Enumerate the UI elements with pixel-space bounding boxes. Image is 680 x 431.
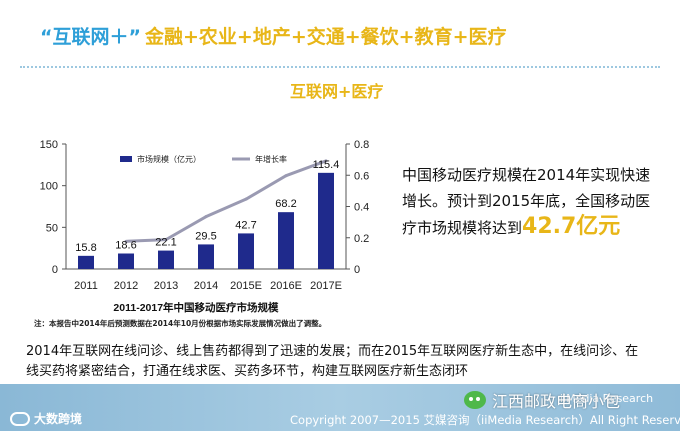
footer-copyright: Copyright 2007—2015 艾媒咨询（iiMedia Researc…	[290, 413, 680, 427]
footer-bar	[0, 384, 680, 431]
data-label: 42.7	[235, 219, 256, 231]
left-tick-label: 50	[46, 222, 58, 234]
section-subtitle: 互联网+医疗	[290, 82, 384, 101]
bar	[78, 255, 94, 269]
growth-rate-point	[204, 215, 208, 219]
page-header: “互联网＋” 金融+农业+地产+交通+餐饮+教育+医疗	[40, 22, 507, 49]
right-tick-label: 0.8	[354, 139, 369, 151]
left-tick-label: 150	[40, 139, 58, 151]
data-label: 115.4	[313, 159, 340, 171]
wechat-icon	[464, 391, 486, 409]
watermark: 江西邮政电商小包	[464, 388, 620, 412]
footer-logo: 大数跨境	[10, 410, 82, 427]
data-label: 18.6	[115, 240, 136, 252]
body-paragraph: 2014年互联网在线问诊、线上售药都得到了迅速的发展；而在2015年互联网医疗新…	[26, 344, 639, 379]
header-quoted-title: “互联网＋”	[40, 26, 141, 48]
bar	[198, 244, 214, 269]
header-divider	[20, 66, 660, 68]
left-tick-label: 0	[52, 264, 58, 276]
right-tick-label: 0.2	[354, 233, 369, 245]
growth-rate-line	[125, 159, 327, 243]
data-label: 15.8	[75, 242, 96, 254]
category-label: 2014	[194, 280, 218, 292]
data-label: 22.1	[155, 237, 176, 249]
category-label: 2017E	[310, 280, 342, 292]
header-sectors: 金融+农业+地产+交通+餐饮+教育+医疗	[144, 26, 507, 48]
growth-rate-point	[124, 239, 128, 243]
bar	[278, 212, 294, 269]
bar	[118, 253, 134, 269]
category-label: 2013	[154, 280, 178, 292]
data-label: 68.2	[275, 198, 296, 210]
bar	[158, 250, 174, 269]
growth-rate-point	[324, 159, 328, 163]
side-summary-text: 中国移动医疗规模在2014年实现快速增长。预计到2015年底，全国移动医疗市场规…	[402, 166, 651, 237]
watermark-text: 江西邮政电商小包	[492, 392, 621, 411]
growth-rate-point	[244, 197, 248, 201]
legend-swatch-bar	[120, 156, 132, 162]
legend-label-bar: 市场规模（亿元）	[137, 154, 201, 164]
category-label: 2015E	[230, 280, 262, 292]
right-tick-label: 0.4	[354, 202, 369, 214]
chart-title: 2011-2017年中国移动医疗市场规模	[113, 301, 279, 314]
side-summary: 中国移动医疗规模在2014年实现快速增长。预计到2015年底，全国移动医疗市场规…	[402, 162, 658, 241]
category-label: 2012	[114, 280, 138, 292]
chart-note: 注：本报告中2014年后预测数据在2014年10月份根据市场实际发展情况做出了调…	[34, 319, 327, 328]
data-label: 29.5	[195, 230, 216, 242]
bar	[238, 233, 254, 269]
right-tick-label: 0.6	[354, 170, 369, 182]
category-label: 2016E	[270, 280, 302, 292]
brand-logo-icon	[10, 411, 30, 426]
market-size-chart: 0 50 100 150 0 0.2 0.4 0.6 0.8 15.8 18.6 22.1 29.5 42…	[40, 139, 370, 314]
growth-rate-point	[284, 174, 288, 178]
legend-label-line: 年增长率	[255, 154, 287, 164]
side-summary-highlight: 42.7亿元	[522, 214, 621, 239]
right-tick-label: 0	[354, 264, 360, 276]
growth-rate-point	[164, 238, 168, 242]
bar	[318, 172, 334, 269]
footer-logo-text: 大数跨境	[34, 412, 83, 426]
footer-research: iiMedia Research	[560, 392, 654, 405]
category-label: 2011	[74, 280, 98, 292]
left-tick-label: 100	[40, 181, 58, 193]
